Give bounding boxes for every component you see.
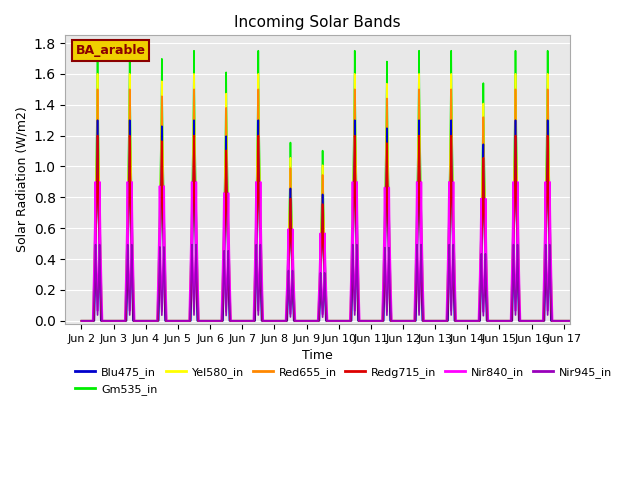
X-axis label: Time: Time	[303, 349, 333, 362]
Legend: Blu475_in, Gm535_in, Yel580_in, Red655_in, Redg715_in, Nir840_in, Nir945_in: Blu475_in, Gm535_in, Yel580_in, Red655_i…	[71, 363, 616, 399]
Title: Incoming Solar Bands: Incoming Solar Bands	[234, 15, 401, 30]
Text: BA_arable: BA_arable	[76, 44, 145, 57]
Y-axis label: Solar Radiation (W/m2): Solar Radiation (W/m2)	[15, 107, 28, 252]
